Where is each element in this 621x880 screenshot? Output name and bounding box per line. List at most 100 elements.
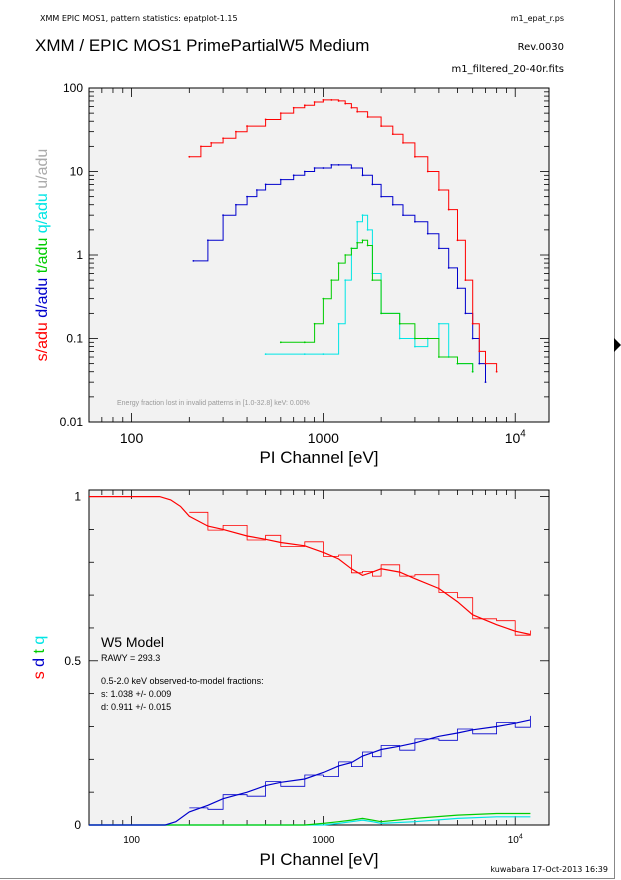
series-d-point [380,195,383,198]
y-tick-label: 100 [63,81,83,95]
series-d-point [437,247,440,250]
y-axis-label-4: q [31,636,48,649]
page-arrow-icon [614,338,621,352]
series-s-point [350,106,353,109]
series-d-point [264,183,267,186]
plot-area [88,87,550,423]
x-tick-label: 104 [508,834,523,847]
series-t-point [398,322,401,325]
series-s-point [414,155,416,158]
series-d-line [193,164,486,383]
series-q-point [264,353,267,356]
series-t-point [371,279,374,282]
input-file-label: m1_filtered_20-40r.fits [451,64,564,75]
series-d-observed-line [189,715,531,810]
series-d-point [255,189,258,191]
y-tick-label: 1 [74,490,81,504]
series-d-point [192,259,195,262]
series-d-point [402,214,404,217]
series-t-point [279,341,282,344]
x-tick-label: 100 [120,430,144,446]
series-s-point [200,145,202,148]
plot-area [88,489,550,826]
series-s-observed-line [189,511,531,636]
y-axis-label-3: t/adu [34,238,51,278]
series-d-point [313,167,316,169]
series-s-point [380,125,383,127]
series-s-line [189,99,498,372]
series-t-point [380,312,383,315]
spectrum-chart: 100 1000 104 0.01 0.1 1 10 100 PI Channel [eV] s/… [34,81,550,467]
series-s-point [188,155,191,158]
x-tick-label: 1000 [312,835,335,846]
file-label: m1_epat_r.ps [510,14,564,23]
series-s-point [322,99,325,101]
y-axis-label-2: d [31,658,48,671]
y-tick-label: 1 [76,248,83,262]
y-axis-label-5: u/adu [34,149,51,193]
series-t-point [313,322,316,325]
series-t-point [344,254,347,256]
series-t-point [456,362,459,365]
series-t-point [303,341,306,344]
series-t-model-line [89,812,531,826]
series-s-point [330,99,333,101]
series-t-point [471,370,474,373]
series-d-point [330,163,333,166]
y-axis-label-3: t [31,649,48,658]
legend-title: W5 Model [101,634,164,650]
series-s-point [437,189,440,191]
series-s-point [222,137,224,140]
x-axis-label: PI Channel [eV] [259,448,378,467]
legend-line3: d: 0.911 +/- 0.015 [101,702,171,712]
series-s-point [292,106,295,109]
series-d-point [371,183,374,186]
series-t-point [414,337,416,340]
series-s-point [356,110,359,113]
series-s-point [313,101,316,103]
series-s-point [456,239,459,242]
series-s-point [495,370,498,373]
y-tick-label: 0.01 [60,415,84,429]
series-s-point [303,104,306,107]
series-t-point [330,279,333,282]
series-d-point [391,203,394,206]
page-title: XMM / EPIC MOS1 PrimePartialW5 Medium [35,36,370,55]
series-t-point [322,297,325,300]
series-d-point [206,239,209,242]
series-d-point [471,337,474,340]
legend-rawy: RAWY = 293.3 [101,653,160,663]
series-t-point [361,239,364,242]
x-axis-label: PI Channel [eV] [259,850,378,869]
x-tick-label: 100 [123,835,140,846]
series-d-point [279,178,282,181]
y-axis-label-2: d/adu [34,278,51,322]
series-d-point [484,381,487,384]
x-tick-label: 104 [505,429,527,446]
series-q-point [366,228,369,231]
series-s-point [344,102,347,105]
series-s-point [464,279,467,282]
program-label: XMM EPIC MOS1, pattern statistics: epatp… [40,14,238,23]
series-q-point [414,345,416,348]
series-d-point [464,312,467,315]
series-s-point [471,322,474,325]
series-q-point [361,214,364,217]
y-axis-label-1: s/adu [34,322,51,361]
series-s-point [337,100,340,102]
x-tick-label: 1000 [308,430,339,446]
series-d-point [361,174,364,177]
series-d-point [322,167,325,169]
series-q-point [303,353,306,356]
legend-line2: s: 1.038 +/- 0.009 [101,689,171,699]
series-s-point [391,133,394,136]
series-t-line [280,239,474,372]
series-d-point [303,170,306,173]
series-d-point [235,203,237,206]
series-d-point [478,362,481,365]
series-s-point [264,118,267,121]
series-s-point [484,362,487,365]
series-q-point [398,337,401,340]
y-axis-label: s d t q [31,636,48,680]
